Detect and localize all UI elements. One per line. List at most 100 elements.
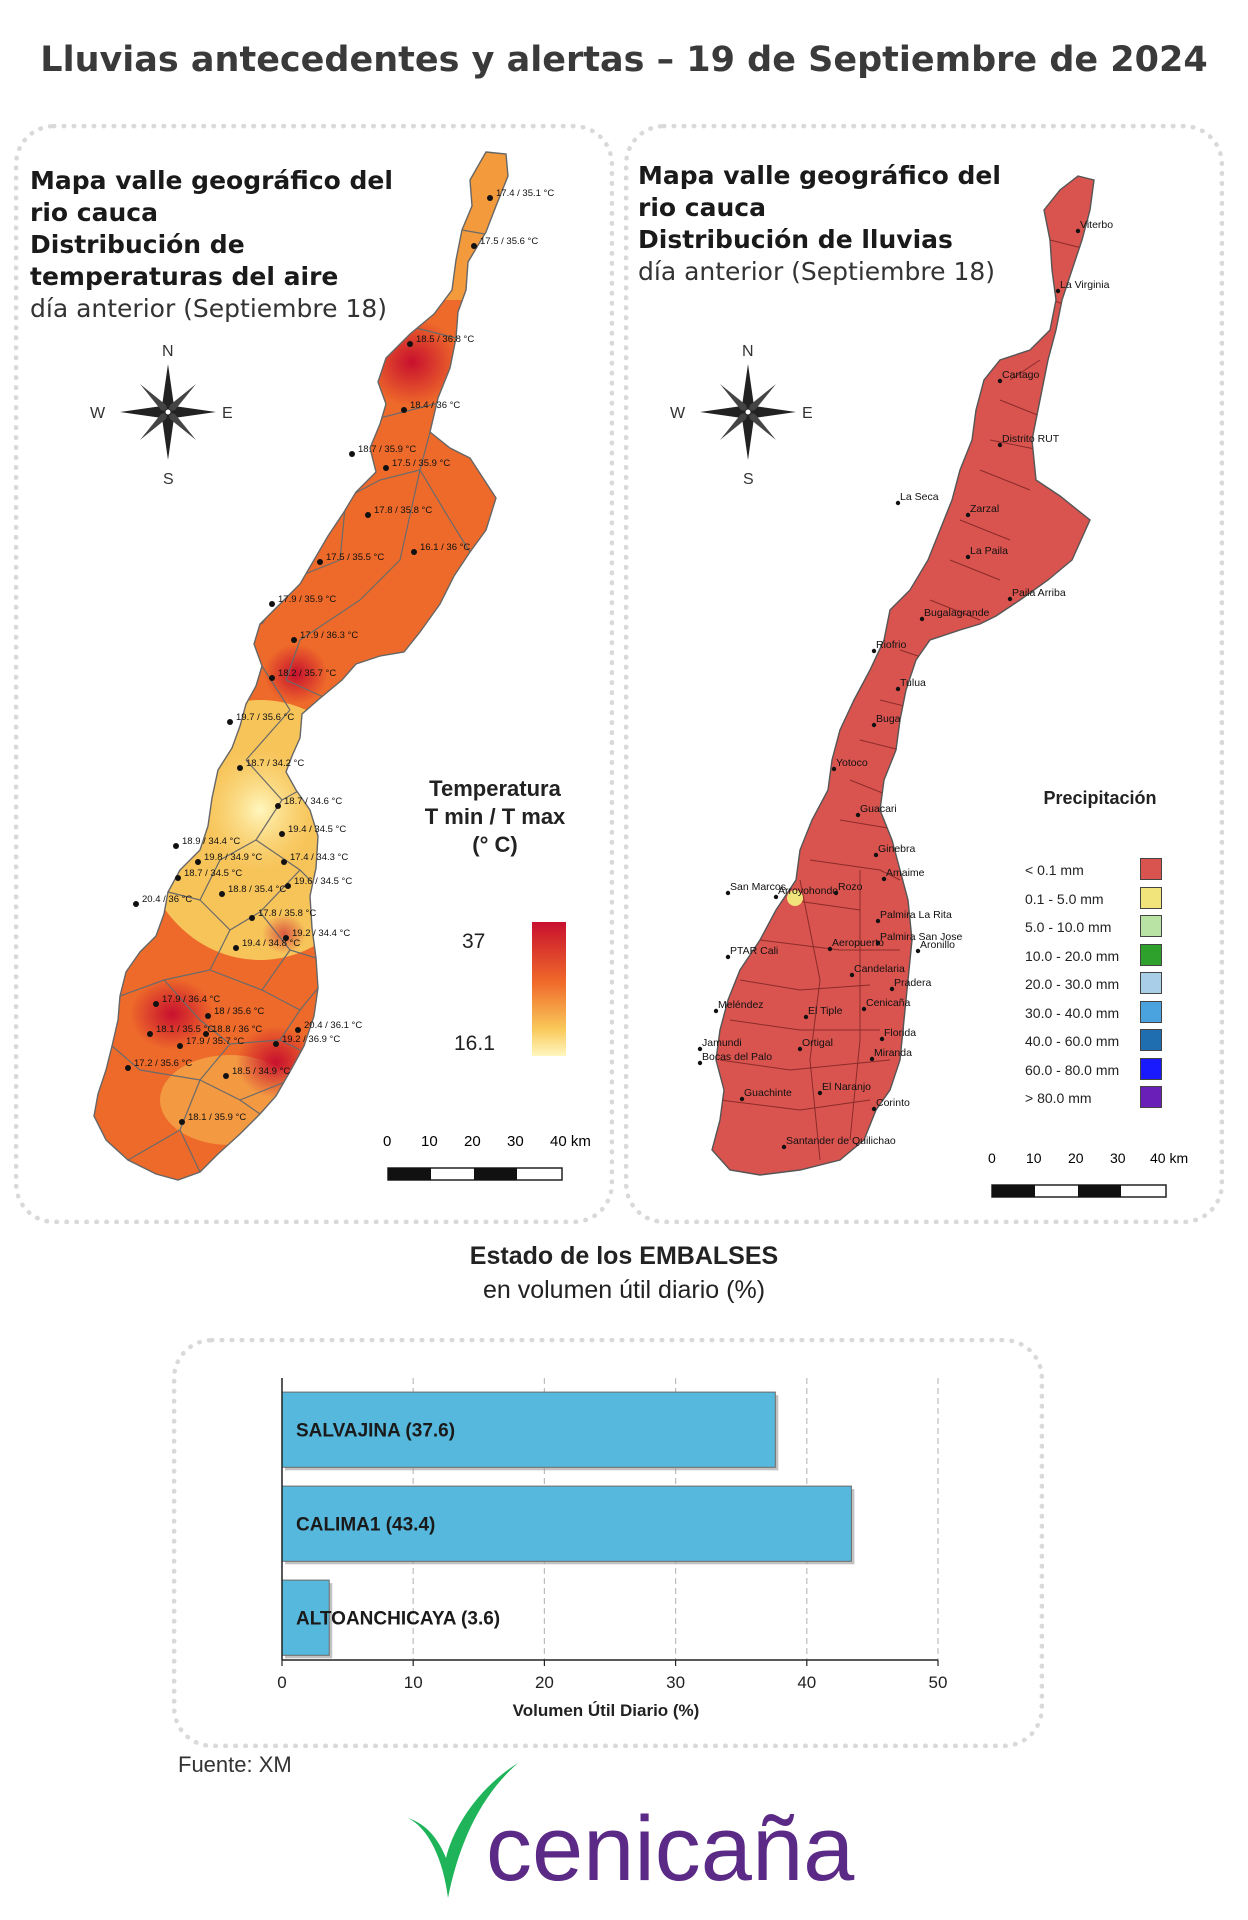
temperature-station: 18.7 / 35.9 °C: [349, 444, 416, 457]
precip-legend-item: 40.0 - 60.0 mm: [1025, 1029, 1185, 1058]
rain-station: Candelaria: [849, 963, 905, 978]
chart-x-tick-label: 50: [929, 1673, 948, 1692]
rain-station: Palmira La Rita: [875, 909, 952, 924]
station-label: 18.8 / 36 °C: [212, 1024, 262, 1035]
compass-west-rain: W: [670, 405, 686, 422]
precip-legend-label: 20.0 - 30.0 mm: [1025, 976, 1120, 992]
rain-station: La Paila: [965, 545, 1008, 560]
temp-title-line-3: Distribución de: [30, 230, 245, 259]
temperature-station: 20.4 / 36.1 °C: [295, 1020, 362, 1033]
rain-station: Bugalagrande: [919, 607, 990, 622]
rain-station: El Naranjo: [817, 1081, 871, 1096]
compass-south-rain: S: [743, 471, 754, 488]
rain-station-label: San Marcos: [730, 881, 786, 893]
rain-station-label: Zarzal: [970, 503, 999, 515]
temperature-station: 19.8 / 34.9 °C: [195, 852, 262, 865]
station-label: 17.9 / 35.7 °C: [186, 1036, 244, 1047]
rain-station: Zarzal: [965, 503, 999, 518]
reservoir-bar-label: CALIMA1 (43.4): [296, 1515, 435, 1536]
station-label: 17.5 / 35.6 °C: [480, 236, 538, 247]
rain-station: Palmira San Jose: [875, 931, 962, 946]
rain-station-label: La Paila: [970, 545, 1008, 557]
rain-station-label: Pradera: [894, 977, 932, 989]
precipitation-legend-title: Precipitación: [1043, 788, 1157, 808]
reservoirs-subheading: en volumen útil diario (%): [482, 1276, 766, 1304]
station-label: 19.4 / 34.8 °C: [242, 938, 300, 949]
rain-station-label: Bugalagrande: [924, 607, 990, 619]
station-label: 18 / 35.6 °C: [214, 1006, 264, 1017]
compass-east: E: [222, 405, 233, 422]
chart-x-tick-label: 40: [797, 1673, 816, 1692]
reservoir-bar: [281, 1579, 330, 1656]
scale-tick-30: 30: [507, 1133, 524, 1150]
precip-legend-swatch: [1140, 858, 1162, 880]
precip-legend-label: 30.0 - 40.0 mm: [1025, 1004, 1120, 1021]
station-label: 17.9 / 35.9 °C: [278, 594, 336, 605]
precip-legend-swatch: [1140, 1086, 1162, 1108]
reservoir-bar-label: SALVAJINA (37.6): [296, 1421, 455, 1442]
station-label: 17.9 / 36.4 °C: [162, 994, 220, 1005]
station-label: 17.8 / 35.8 °C: [258, 908, 316, 919]
station-label: 16.1 / 36 °C: [420, 542, 470, 553]
rain-station-label: Cenicaña: [866, 997, 911, 1009]
precip-legend-item: < 0.1 mm: [1025, 858, 1185, 887]
rain-station: Cenicaña: [861, 997, 911, 1012]
reservoir-bar: [281, 1485, 852, 1562]
temperature-station: 17.5 / 35.9 °C: [383, 458, 450, 471]
rainfall-map-panel: [624, 124, 1224, 1224]
rain-station: Corinto: [871, 1097, 910, 1112]
chart-x-axis-label: Volumen Útil Diario (%): [513, 1701, 700, 1720]
temperature-map: 17.4 / 35.1 °C 17.5 / 35.6 °C 18.5 / 36.8 …: [90, 151, 591, 1181]
rain-station: Ginebra: [873, 843, 916, 858]
station-label: 17.4 / 34.3 °C: [290, 852, 348, 863]
scale-tick-0: 0: [383, 1133, 391, 1150]
temperature-station: 17.4 / 34.3 °C: [281, 852, 348, 865]
station-label: 18.1 / 35.9 °C: [188, 1112, 246, 1123]
rain-station-label: Corinto: [876, 1097, 910, 1109]
rain-station: Rozo: [833, 881, 863, 896]
rain-station: Aeropuerto: [827, 937, 884, 952]
rain-station: Buga: [871, 713, 901, 728]
san-marcos-rain-spot: [787, 890, 803, 906]
temperature-station: 18.1 / 35.5 °C: [147, 1024, 214, 1037]
rain-station-label: Buga: [876, 713, 901, 725]
station-label: 19.7 / 35.6 °C: [236, 712, 294, 723]
station-label: 18.7 / 35.9 °C: [358, 444, 416, 455]
station-label: 18.5 / 34.9 °C: [232, 1066, 290, 1077]
rain-station-label: Bocas del Palo: [702, 1051, 772, 1063]
compass-north: N: [162, 343, 174, 360]
temperature-station: 19.2 / 34.4 °C: [283, 928, 350, 941]
precip-legend-label: > 80.0 mm: [1025, 1090, 1092, 1106]
rain-station-label: Rozo: [838, 881, 863, 893]
rain-station: Yotoco: [831, 757, 868, 772]
chart-x-tick-label: 10: [404, 1673, 423, 1692]
rain-station: Paila Arriba: [1007, 587, 1066, 602]
rain-station: Ortigal: [797, 1037, 833, 1052]
precip-legend-item: 5.0 - 10.0 mm: [1025, 915, 1185, 944]
temperature-station: 17.8 / 35.8 °C: [365, 505, 432, 518]
station-label: 17.2 / 35.6 °C: [134, 1058, 192, 1069]
station-label: 19.4 / 34.5 °C: [288, 824, 346, 835]
compass-rose-icon: N S W E: [90, 343, 233, 488]
temp-subtitle: día anterior (Septiembre 18): [30, 294, 388, 323]
rain-station-label: Santander de Quilichao: [786, 1135, 896, 1147]
rain-station: Miranda: [869, 1047, 912, 1062]
rain-station-label: La Seca: [900, 491, 939, 503]
precip-legend-item: 20.0 - 30.0 mm: [1025, 972, 1185, 1001]
reservoir-bar-label: ALTOANCHICAYA (3.6): [296, 1609, 500, 1630]
reservoirs-heading: Estado de los EMBALSES: [469, 1242, 779, 1270]
temperature-station: 17.5 / 35.5 °C: [317, 552, 384, 565]
station-label: 18.7 / 34.5 °C: [184, 868, 242, 879]
temperature-station: 18.8 / 36 °C: [203, 1024, 262, 1037]
temperature-station: 19.6 / 34.5 °C: [285, 876, 352, 889]
station-label: 20.4 / 36.1 °C: [304, 1020, 362, 1031]
temperature-station: 18.2 / 35.7 °C: [269, 668, 336, 681]
rain-title-bold: Distribución de lluvias: [638, 225, 953, 254]
scale-bar-rain: 0 10 20 30 40 km: [988, 1150, 1188, 1198]
station-label: 18.7 / 34.6 °C: [284, 796, 342, 807]
precip-legend-swatch: [1140, 1057, 1162, 1080]
scale-tick-30-rain: 30: [1110, 1150, 1126, 1166]
rain-station-label: Florida: [884, 1027, 916, 1039]
temperature-station: 18.5 / 34.9 °C: [223, 1066, 290, 1079]
station-label: 18.2 / 35.7 °C: [278, 668, 336, 679]
